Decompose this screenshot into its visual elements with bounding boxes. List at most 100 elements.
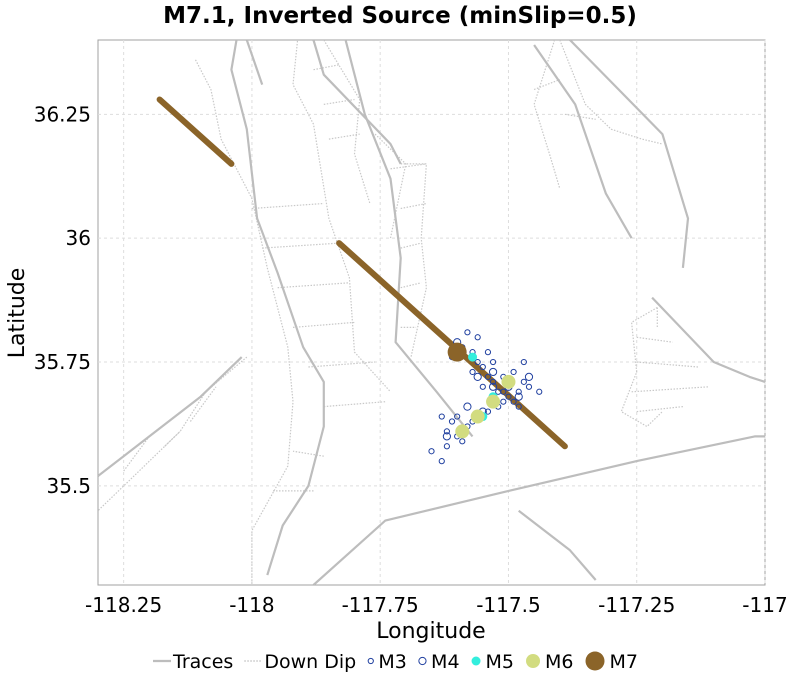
legend: Traces Down Dip M3 M4 M5 M6 M7	[153, 651, 638, 673]
down-dip-rung	[400, 242, 422, 249]
m3-marker	[489, 358, 497, 366]
down-dip-rung	[123, 436, 150, 472]
m3-marker	[484, 373, 492, 381]
m4-marker	[442, 432, 451, 441]
fault-trace	[344, 40, 474, 438]
m3-marker	[464, 329, 471, 336]
x-axis-ticks: -118.25 -118 -117.75 -117.5 -117.25 -117	[85, 593, 788, 617]
legend-item-m6: M6	[526, 651, 574, 673]
down-dip-rung	[262, 242, 340, 249]
m6-marker	[486, 394, 501, 409]
m3-marker	[525, 383, 533, 390]
y-axis-ticks: 35.5 35.75 36 36.25	[34, 102, 91, 498]
legend-label: Down Dip	[264, 651, 356, 673]
legend-swatch	[471, 656, 481, 666]
m3-marker	[474, 334, 481, 341]
x-tick-label: -117.5	[476, 593, 540, 617]
x-tick-label: -117.25	[598, 593, 675, 617]
m4-marker	[473, 372, 482, 382]
legend-swatch	[367, 657, 374, 665]
m4-marker	[488, 382, 498, 391]
grid	[98, 40, 766, 585]
y-tick-label: 35.75	[34, 350, 91, 374]
rupture-trace	[156, 96, 235, 167]
legend-label: Traces	[172, 651, 233, 673]
m3-marker	[443, 443, 450, 450]
m6-marker	[455, 424, 470, 439]
y-tick-label: 36	[66, 226, 91, 250]
m5-marker	[468, 352, 478, 362]
m3-marker	[489, 378, 497, 385]
fault-traces	[98, 40, 765, 585]
legend-swatch	[418, 656, 427, 666]
x-tick-label: -117.75	[342, 593, 419, 617]
legend-item-downdip: Down Dip	[244, 651, 356, 673]
m3-marker	[536, 388, 543, 395]
m3-marker	[520, 358, 527, 366]
x-axis-label: Longitude	[376, 619, 485, 644]
down-dip-line	[400, 163, 428, 358]
m3-marker	[500, 388, 507, 395]
y-tick-label: 35.5	[46, 474, 91, 498]
legend-swatch	[585, 651, 605, 671]
fault-trace	[98, 356, 243, 477]
down-dip-rung	[328, 133, 360, 140]
x-tick-label: -118	[229, 593, 274, 617]
down-dip-rung	[313, 64, 340, 71]
down-dip-line	[559, 40, 663, 145]
map-layer	[98, 40, 765, 585]
m3-marker	[438, 413, 445, 420]
legend-item-traces: Traces	[153, 651, 233, 673]
m4-marker	[463, 402, 472, 411]
m3-marker	[474, 358, 481, 366]
down-dip-rung	[251, 202, 324, 210]
legend-item-m4: M4	[418, 651, 460, 673]
y-tick-label: 36.25	[34, 102, 91, 126]
earthquake-markers	[428, 329, 543, 465]
down-dip-line	[194, 59, 294, 585]
legend-item-m3: M3	[367, 651, 407, 673]
m3-marker	[459, 438, 466, 445]
fault-trace	[533, 44, 633, 239]
down-dip-rung	[189, 386, 217, 422]
down-dip-line	[620, 306, 663, 428]
m3-marker	[448, 418, 456, 425]
m3-marker	[510, 398, 517, 405]
m3-marker	[515, 388, 522, 395]
down-dip-rung	[631, 386, 709, 393]
m3-marker	[505, 393, 512, 400]
fault-trace	[651, 296, 765, 383]
legend-label: M7	[610, 651, 638, 673]
fault-trace	[569, 40, 690, 269]
down-dip-line	[323, 40, 371, 204]
fault-trace	[245, 40, 264, 85]
m4-marker	[514, 392, 523, 401]
m3-marker	[428, 448, 435, 455]
chart-title: M7.1, Inverted Source (minSlip=0.5)	[163, 3, 637, 29]
x-tick-label: -117	[742, 593, 787, 617]
m3-marker	[484, 349, 492, 356]
m7-marker	[447, 342, 467, 362]
legend-item-m7: M7	[585, 651, 638, 673]
m6-marker	[501, 374, 516, 389]
fault-trace	[518, 509, 597, 581]
legend-label: M4	[431, 651, 459, 673]
m3-marker	[443, 428, 450, 435]
down-dip-rung	[292, 450, 324, 457]
fault-trace	[312, 40, 402, 165]
plot-frame	[97, 39, 766, 586]
m4-marker	[524, 372, 534, 382]
fault-trace	[312, 435, 765, 585]
down-dip-rung	[390, 163, 427, 170]
down-dip-line	[533, 40, 561, 189]
m6-marker	[470, 409, 485, 424]
down-dip-rung	[292, 321, 355, 328]
down-dip-rung	[308, 361, 376, 368]
down-dip-rung	[400, 202, 427, 210]
legend-label: M3	[378, 651, 406, 673]
m3-marker	[469, 368, 476, 376]
y-axis-label: Latitude	[5, 268, 30, 359]
m3-marker	[515, 403, 522, 410]
x-tick-label: -118.25	[85, 593, 162, 617]
